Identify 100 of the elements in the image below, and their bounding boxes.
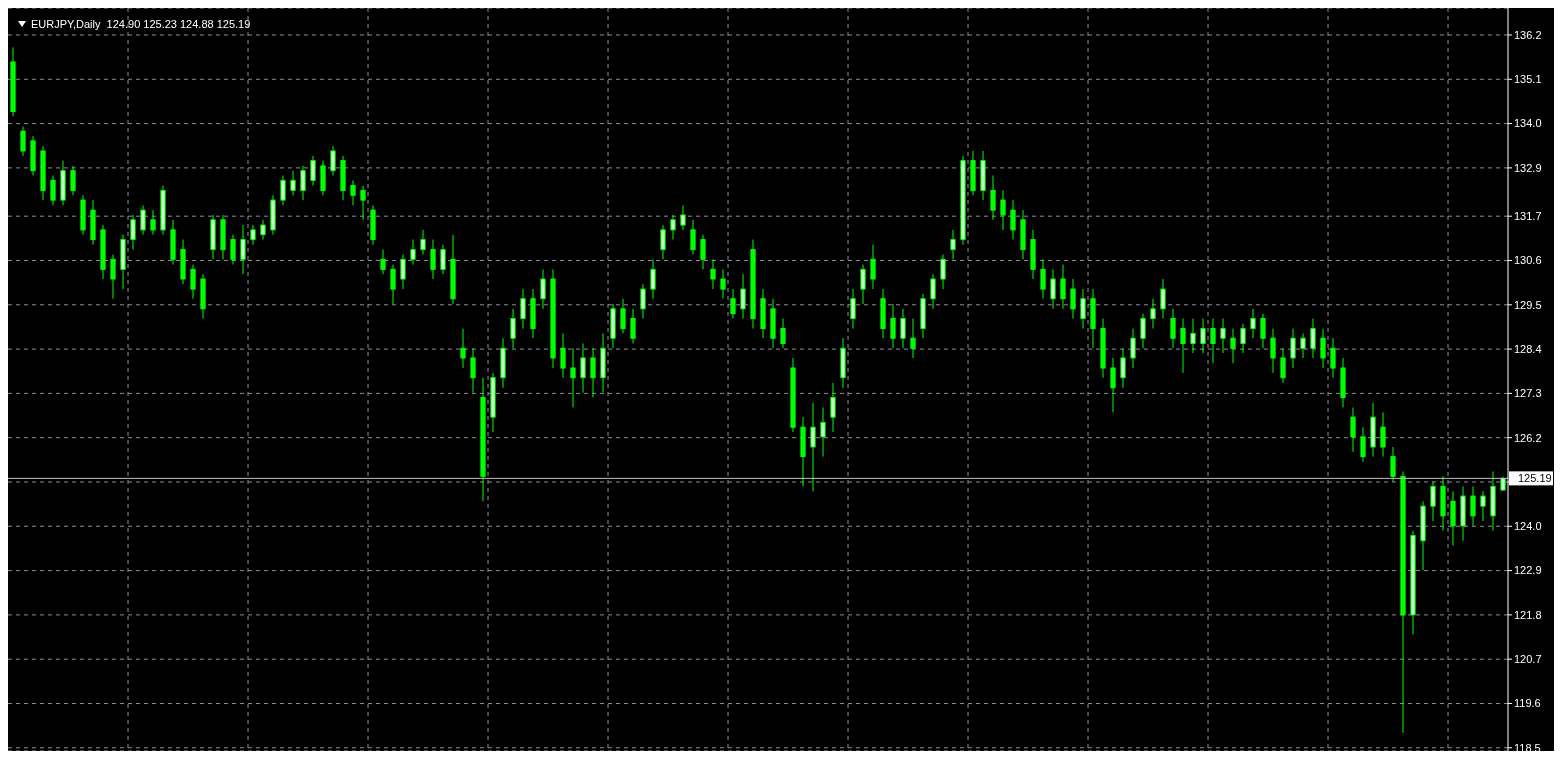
candlestick <box>710 258 716 290</box>
candlestick <box>410 239 416 266</box>
y-tick-label: 134.0 <box>1514 117 1542 130</box>
candlestick <box>1350 406 1356 453</box>
candlestick <box>560 332 566 379</box>
candlestick <box>1150 298 1156 330</box>
candlestick <box>620 298 626 334</box>
candlestick <box>510 308 516 349</box>
candlestick <box>1050 268 1056 310</box>
candlestick <box>630 308 636 344</box>
candlestick <box>860 264 866 305</box>
candlestick <box>1190 317 1196 354</box>
candlestick <box>1310 317 1316 359</box>
candlestick <box>130 214 136 251</box>
candlestick <box>890 303 896 349</box>
candlestick <box>820 406 826 458</box>
y-tick-label: 122.9 <box>1514 564 1542 577</box>
candlestick <box>1170 308 1176 349</box>
candlestick <box>1120 347 1126 389</box>
candlestick <box>1360 426 1366 463</box>
candlestick <box>400 253 406 290</box>
candlestick <box>310 155 316 187</box>
candlestick <box>1280 347 1286 384</box>
y-tick-label: 132.9 <box>1514 161 1542 174</box>
candlestick <box>250 224 256 246</box>
candlestick <box>240 224 246 275</box>
candlestick <box>780 317 786 349</box>
candlestick <box>330 145 336 177</box>
candlestick <box>910 317 916 359</box>
candlestick <box>1060 264 1066 310</box>
candlestick <box>1080 288 1086 330</box>
candlestick <box>850 288 856 330</box>
candlestick <box>870 244 876 290</box>
candlestick <box>1160 278 1166 319</box>
candlestick <box>350 179 356 206</box>
candlestick <box>700 234 706 270</box>
candlestick <box>150 209 156 236</box>
candlestick <box>990 175 996 221</box>
y-tick-label: 129.5 <box>1514 298 1542 311</box>
candlestick <box>470 347 476 394</box>
candlestick <box>460 328 466 369</box>
candlestick <box>1010 199 1016 241</box>
y-tick-label: 130.6 <box>1514 254 1542 267</box>
candlestick <box>950 229 956 260</box>
candlestick <box>1270 328 1276 374</box>
y-tick-label: 136.2 <box>1514 28 1542 41</box>
candlestick <box>660 224 666 260</box>
y-tick-label: 119.6 <box>1514 697 1541 710</box>
y-tick-label: 131.7 <box>1514 210 1542 223</box>
candlestick <box>1430 481 1436 522</box>
candlestick <box>70 165 76 196</box>
candlestick <box>810 402 816 492</box>
candlestick <box>1130 328 1136 369</box>
candlestick <box>730 288 736 319</box>
candlestick <box>440 244 446 275</box>
y-tick-label: 128.4 <box>1514 343 1542 355</box>
candlestick <box>1000 189 1006 231</box>
candlestick <box>1220 317 1226 354</box>
candlestick <box>380 249 386 275</box>
candlestick <box>1180 317 1186 374</box>
candlestick <box>1140 313 1146 349</box>
candlestick <box>1110 357 1116 413</box>
candlestick <box>1240 323 1246 354</box>
y-tick-label: 120.7 <box>1514 653 1542 666</box>
candlestick <box>1260 313 1266 349</box>
candlestick <box>20 125 26 157</box>
candlestick <box>1290 328 1296 369</box>
candlestick <box>1320 328 1326 369</box>
candlestick <box>1250 308 1256 339</box>
candlestick <box>900 308 906 349</box>
candlestick <box>280 175 286 206</box>
candlestick <box>650 258 656 300</box>
candlestick <box>140 204 146 236</box>
y-tick-label: 127.3 <box>1514 387 1542 400</box>
candlestick <box>670 214 676 241</box>
candlestick <box>1380 411 1386 458</box>
candlestick <box>1330 337 1336 379</box>
candlestick <box>50 175 56 206</box>
candlestick <box>720 268 726 300</box>
candlestick <box>260 219 266 241</box>
candlestick <box>1390 446 1396 483</box>
y-tick-label: 121.8 <box>1514 608 1542 621</box>
y-tick-label: 124.0 <box>1514 520 1542 533</box>
candlestick <box>1070 278 1076 319</box>
y-tick-label: 118.5 <box>1514 741 1541 754</box>
candlestick <box>1200 317 1206 354</box>
candlestick <box>1040 258 1046 300</box>
candlestick <box>290 170 296 196</box>
candlestick <box>540 268 546 310</box>
candlestick <box>360 185 366 221</box>
candlestick <box>190 264 196 300</box>
candlestick <box>640 283 646 319</box>
candlestick <box>680 204 686 231</box>
candlestick <box>740 273 746 319</box>
candlestick <box>1300 332 1306 359</box>
candlestick <box>690 219 696 255</box>
candlestick <box>1470 485 1476 527</box>
candlestick <box>390 264 396 305</box>
candlestick <box>300 165 306 201</box>
candlestick <box>940 253 946 290</box>
